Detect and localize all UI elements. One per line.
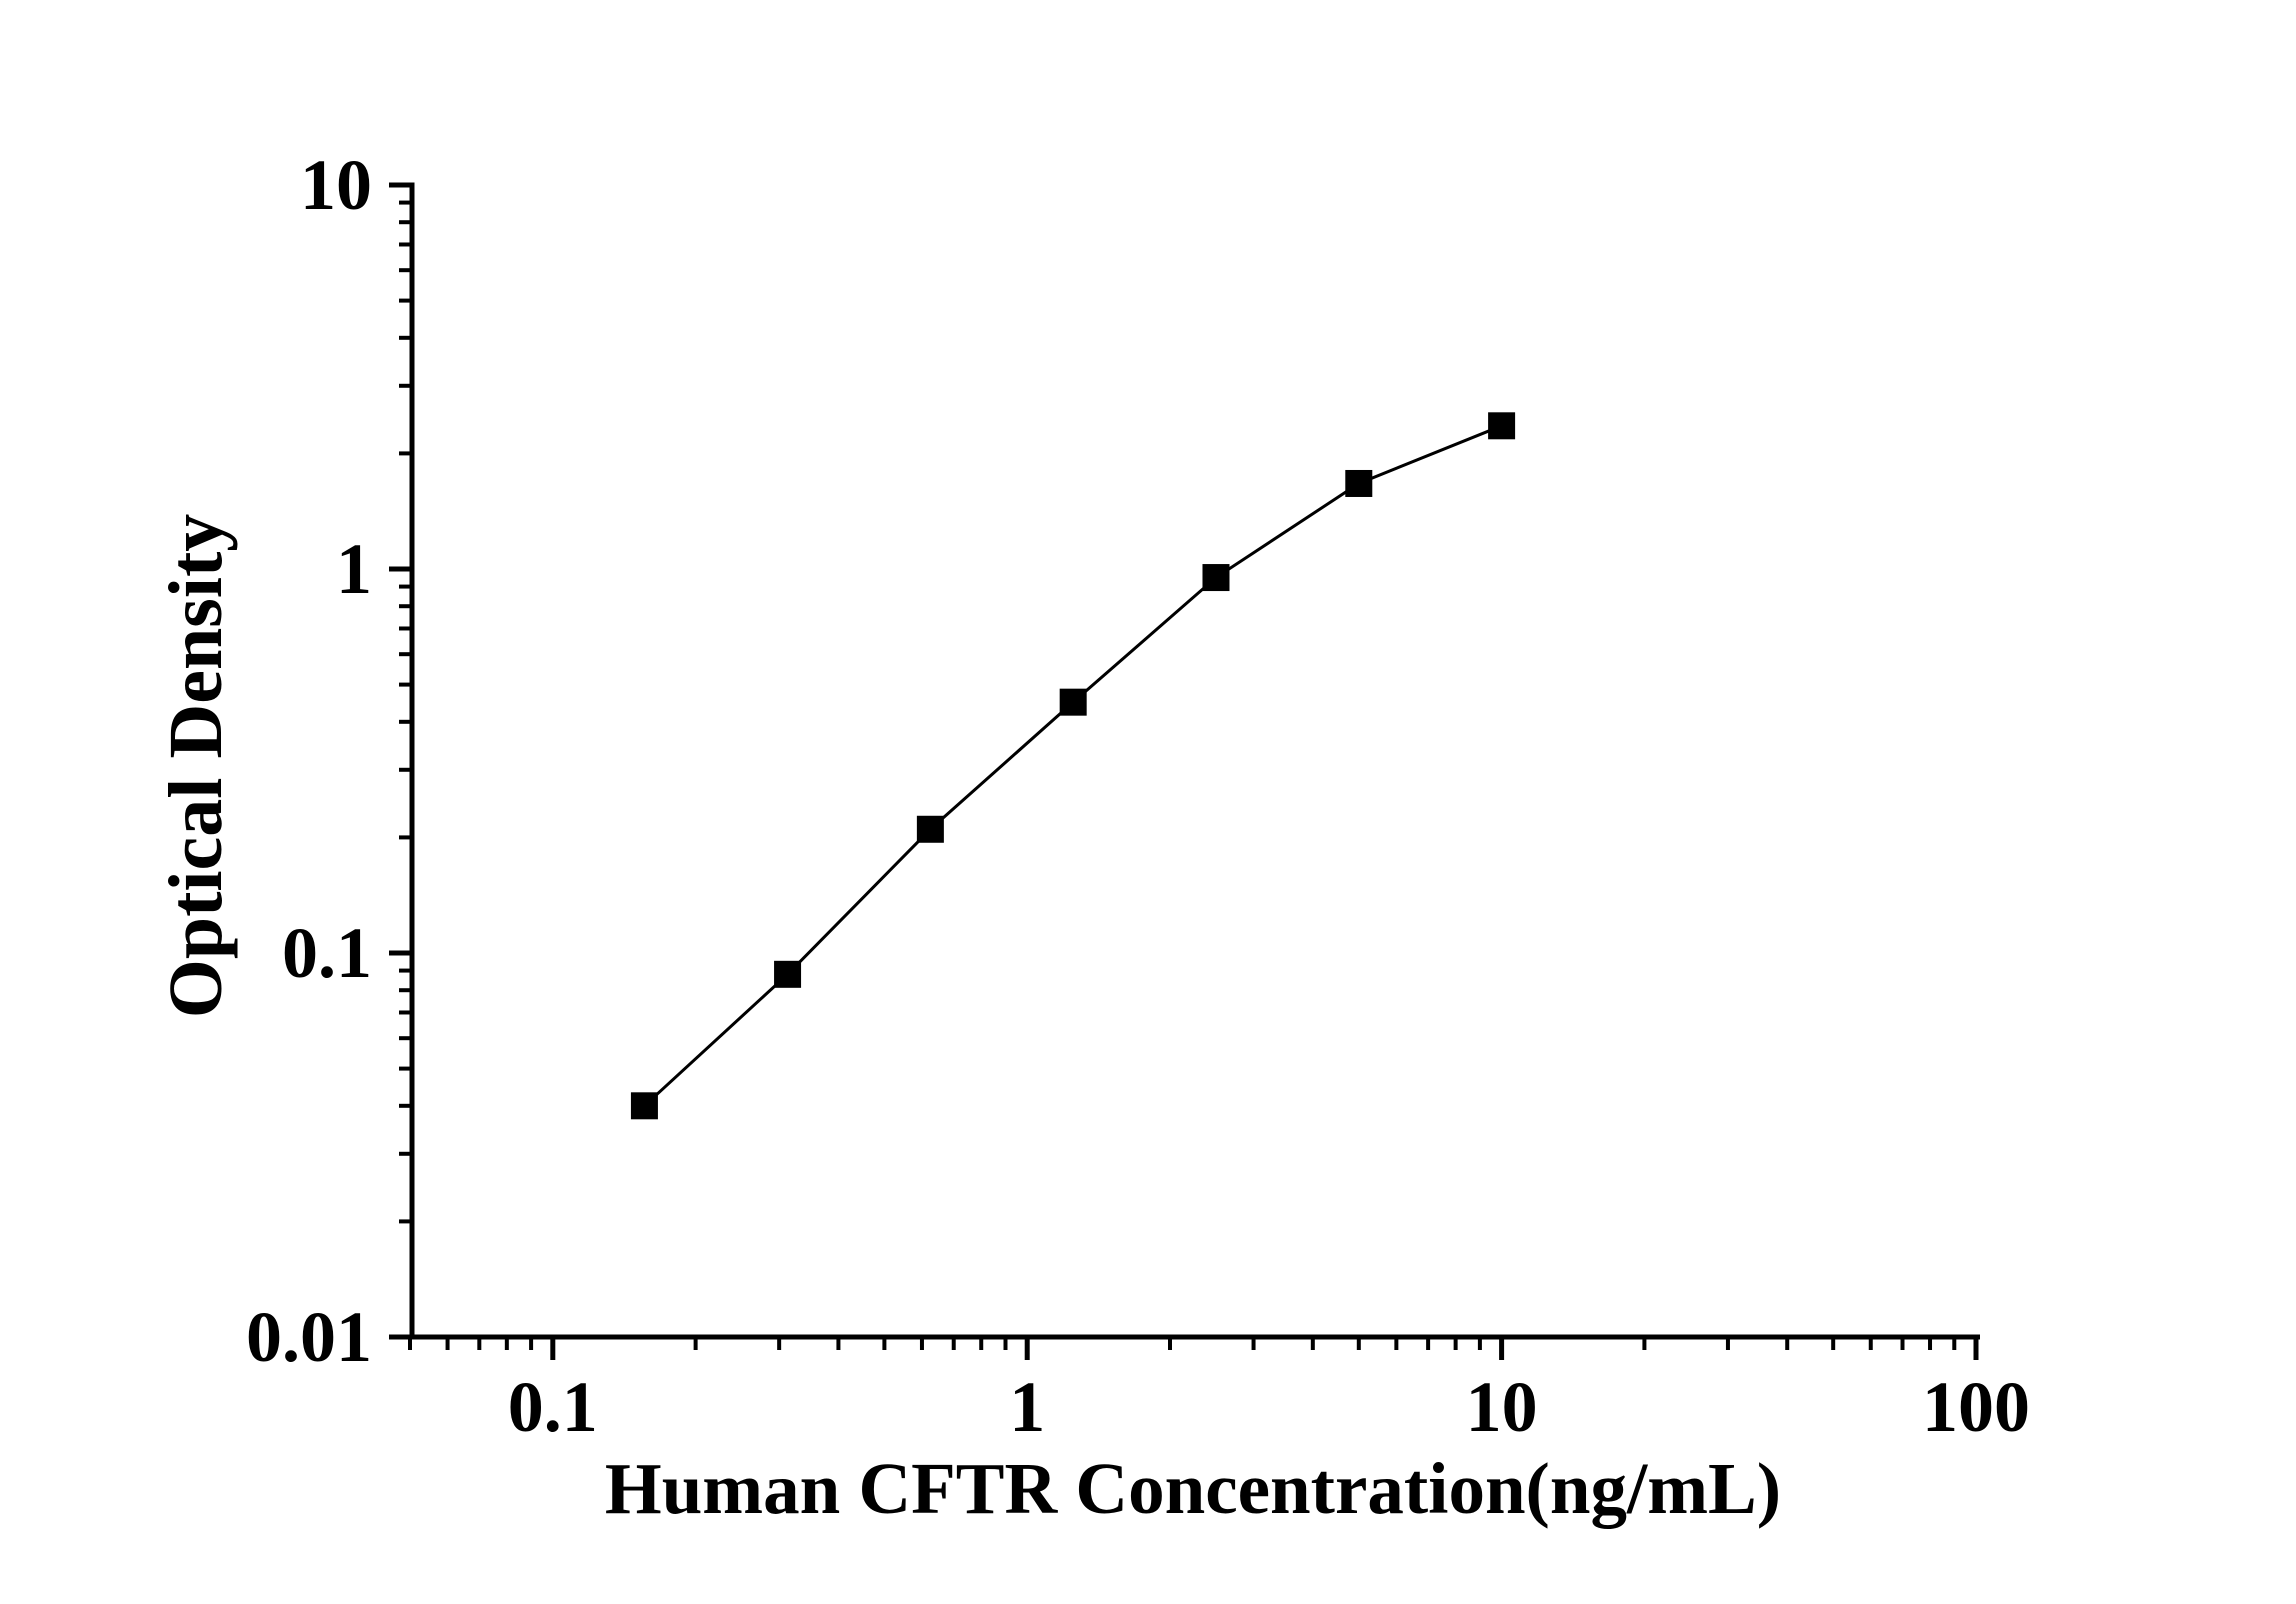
x-axis-tick-label: 100 — [1922, 1367, 2030, 1447]
x-axis-tick-label: 10 — [1466, 1367, 1538, 1447]
x-axis-title: Human CFTR Concentration(ng/mL) — [604, 1448, 1782, 1529]
data-point-marker — [1345, 469, 1373, 497]
data-point-marker — [774, 960, 802, 988]
y-axis-tick-label: 0.01 — [246, 1297, 372, 1377]
data-point-marker — [1202, 564, 1230, 592]
data-point-marker — [1059, 688, 1087, 716]
y-axis-title: Optical Density — [154, 513, 238, 1019]
x-axis-tick-label: 0.1 — [508, 1367, 598, 1447]
data-point-marker — [1488, 412, 1516, 440]
y-axis-tick-label: 0.1 — [282, 913, 372, 993]
y-axis-tick-label: 1 — [336, 529, 372, 609]
y-axis-tick-label: 10 — [300, 145, 372, 225]
standard-curve-line — [643, 424, 1503, 1107]
data-point-marker — [630, 1092, 658, 1120]
x-axis-tick-label: 1 — [1009, 1367, 1045, 1447]
data-point-marker — [916, 815, 944, 843]
